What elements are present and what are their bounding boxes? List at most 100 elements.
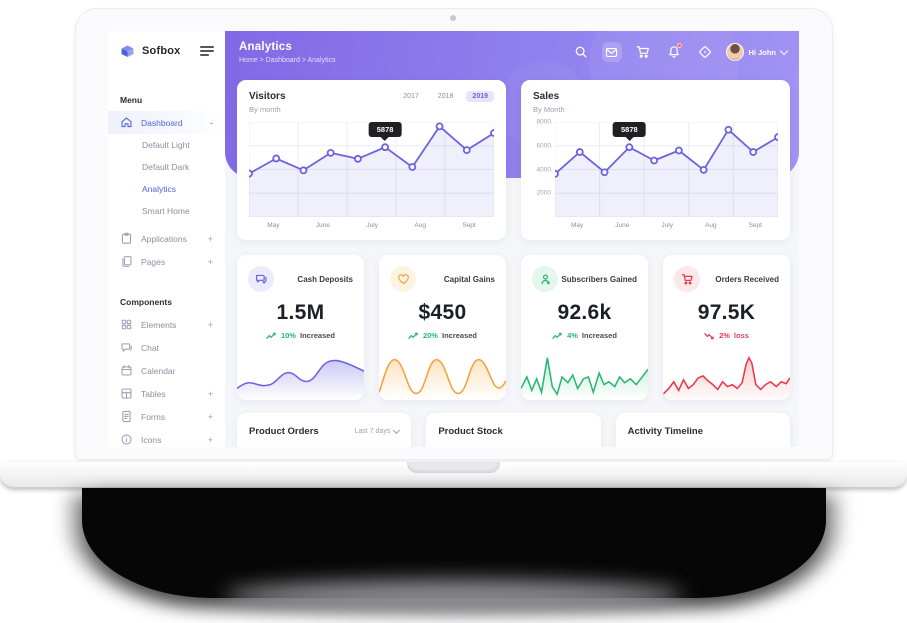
cart-icon <box>674 266 700 292</box>
calendar-icon <box>120 364 133 377</box>
sidebar-item-analytics[interactable]: Analytics <box>142 184 177 194</box>
year-tabs: 2017 2018 2019 <box>397 91 494 102</box>
search-icon[interactable] <box>571 42 591 62</box>
notification-badge <box>676 43 682 48</box>
clipboard-icon <box>120 232 133 245</box>
sidebar-item-smart-home[interactable]: Smart Home <box>142 206 190 216</box>
sidebar-item-applications[interactable]: Applications + <box>108 227 225 250</box>
expand-icon[interactable]: + <box>207 233 213 244</box>
stat-card-subscribers-gained: Subscribers Gained 92.6k 4% Increased <box>521 255 648 400</box>
stat-trend: 20% Increased <box>379 331 506 340</box>
product-orders-card: Product Orders Last 7 days <box>237 413 412 447</box>
mail-icon[interactable] <box>601 42 622 62</box>
product-stock-card: Product Stock <box>426 413 601 447</box>
expand-icon[interactable]: + <box>207 256 213 267</box>
date-range-dropdown[interactable]: Last 7 days <box>355 426 401 435</box>
stat-value: 97.5K <box>697 301 756 324</box>
header-actions: Hi John <box>571 42 789 62</box>
user-greeting: Hi John <box>748 47 777 57</box>
stat-card-cash-deposits: Cash Deposits 1.5M 10% Increased <box>237 255 364 400</box>
sidebar-item-elements[interactable]: Elements + <box>108 313 225 336</box>
table-icon <box>120 387 133 400</box>
stat-trend: 2% loss <box>663 331 790 340</box>
bell-icon[interactable] <box>664 42 684 62</box>
visitors-x-axis: May June July Aug Sept <box>267 222 476 229</box>
visitors-title: Visitors <box>249 91 286 102</box>
grid-icon <box>120 318 133 331</box>
chat-bubbles-icon <box>248 266 274 292</box>
laptop-base-notch <box>407 462 500 473</box>
stat-card-capital-gains: Capital Gains $450 20% Increased <box>379 255 506 400</box>
chevron-down-icon <box>393 426 401 435</box>
visitors-line-chart[interactable]: 5878 <box>249 122 494 217</box>
visitors-subtitle: By month <box>249 105 281 114</box>
avatar <box>725 43 744 61</box>
expand-icon[interactable]: + <box>207 434 213 445</box>
sales-subtitle: By Month <box>533 105 565 114</box>
sidebar-item-dashboard[interactable]: Dashboard - <box>108 111 225 134</box>
dashboard-screen: Sofbox Menu Dashboard - Default Light De… <box>108 31 799 447</box>
stat-value: 92.6k <box>557 301 612 324</box>
cart-icon[interactable] <box>633 42 653 62</box>
brand-name: Sofbox <box>142 45 181 57</box>
expand-icon[interactable]: + <box>207 388 213 399</box>
trend-up-icon <box>266 332 276 339</box>
year-tab-2019[interactable]: 2019 <box>466 91 494 102</box>
stat-value: 1.5M <box>276 301 325 324</box>
sales-chart-card: Sales By Month 8000 6000 4000 2000 5878 May… <box>521 80 790 240</box>
sales-title: Sales <box>533 91 560 102</box>
year-tab-2017[interactable]: 2017 <box>403 93 419 100</box>
sidebar-item-forms[interactable]: Forms + <box>108 405 225 428</box>
subscribers-sparkline <box>521 350 648 400</box>
expand-icon[interactable]: + <box>207 319 213 330</box>
camera-dot <box>450 15 456 21</box>
capital-gains-sparkline <box>379 350 506 400</box>
trend-up-icon <box>552 332 562 339</box>
sidebar-item-pages[interactable]: Pages + <box>108 250 225 273</box>
components-section-label: Components <box>120 297 172 307</box>
stat-value: $450 <box>418 301 467 324</box>
sales-y-axis: 8000 6000 4000 2000 <box>536 118 551 197</box>
sidebar-item-tables[interactable]: Tables + <box>108 382 225 405</box>
activity-timeline-card: Activity Timeline <box>615 413 790 447</box>
orders-sparkline <box>663 350 790 400</box>
chevron-down-icon <box>779 46 789 55</box>
page-title: Analytics <box>239 41 292 53</box>
user-icon <box>532 266 558 292</box>
chat-icon <box>120 341 133 354</box>
collapse-icon[interactable]: - <box>210 117 213 128</box>
crosshair-icon[interactable] <box>695 42 715 62</box>
sidebar-item-icons[interactable]: Icons + <box>108 428 225 447</box>
home-icon <box>120 116 133 129</box>
stat-trend: 10% Increased <box>237 331 364 340</box>
sales-line-chart[interactable]: 5878 <box>555 122 778 217</box>
main-area: Analytics Home > Dashboard > Analytics <box>225 31 799 447</box>
sofbox-logo-icon <box>121 45 134 57</box>
user-menu[interactable]: Hi John <box>725 43 789 61</box>
sidebar: Sofbox Menu Dashboard - Default Light De… <box>108 31 225 447</box>
heart-icon <box>390 266 416 292</box>
stat-trend: 4% Increased <box>521 331 648 340</box>
document-icon <box>120 410 133 423</box>
year-tab-2018[interactable]: 2018 <box>437 93 454 100</box>
laptop-shadow-soft <box>225 580 683 612</box>
expand-icon[interactable]: + <box>207 411 213 422</box>
trend-down-icon <box>704 332 714 339</box>
sidebar-item-default-dark[interactable]: Default Dark <box>142 162 190 172</box>
chart-tooltip: 5878 <box>368 122 402 138</box>
breadcrumb: Home > Dashboard > Analytics <box>239 57 336 64</box>
menu-section-label: Menu <box>120 95 143 105</box>
pages-icon <box>120 255 133 268</box>
sidebar-item-default-light[interactable]: Default Light <box>142 140 190 150</box>
visitors-chart-card: Visitors By month 2017 2018 2019 5878 Ma… <box>237 80 506 240</box>
sidebar-item-calendar[interactable]: Calendar <box>108 359 225 382</box>
stat-card-orders-received: Orders Received 97.5K 2% loss <box>663 255 790 400</box>
sales-x-axis: May June July Aug Sept <box>571 222 762 229</box>
chart-tooltip: 5878 <box>612 122 646 138</box>
logo-row: Sofbox <box>108 31 225 71</box>
cash-deposits-sparkline <box>237 350 364 400</box>
laptop-shadow <box>82 488 826 598</box>
sidebar-toggle-icon[interactable] <box>200 44 214 58</box>
sidebar-item-chat[interactable]: Chat <box>108 336 225 359</box>
